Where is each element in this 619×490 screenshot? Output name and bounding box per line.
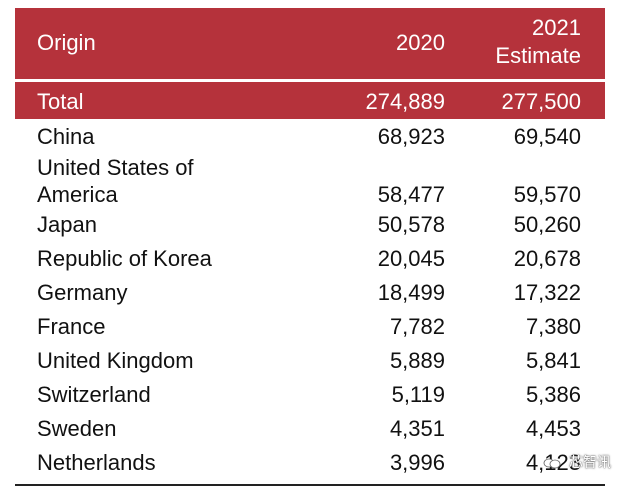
table-row: Germany 18,499 17,322 (15, 277, 605, 311)
table-row: China 68,923 69,540 (15, 119, 605, 151)
row-name: Netherlands (37, 450, 156, 475)
row-name-line2: America (37, 182, 118, 207)
total-2020: 274,889 (365, 89, 445, 114)
row-2021: 69,540 (513, 124, 581, 149)
header-2020: 2020 (396, 30, 445, 55)
table-row: Republic of Korea 20,045 20,678 (15, 243, 605, 277)
table-row: United States of America 58,477 59,570 (15, 151, 605, 209)
row-2021: 59,570 (513, 182, 581, 207)
row-2021: 17,322 (513, 280, 581, 305)
row-name: Germany (37, 280, 128, 305)
table-row: United Kingdom 5,889 5,841 (15, 345, 605, 379)
row-2020: 7,782 (389, 314, 445, 339)
row-2020: 50,578 (377, 212, 445, 237)
table-row: France 7,782 7,380 (15, 311, 605, 345)
table-row: Sweden 4,351 4,453 (15, 413, 605, 447)
table-row: Netherlands 3,996 4,123 (15, 447, 605, 481)
row-name: France (37, 314, 106, 339)
row-name: China (37, 124, 95, 149)
row-name-line1: United States of (37, 155, 194, 180)
row-name: United Kingdom (37, 348, 194, 373)
table-row: Switzerland 5,119 5,386 (15, 379, 605, 413)
row-2020: 18,499 (377, 280, 445, 305)
table-header: Origin 2020 2021 Estimate (15, 8, 605, 79)
row-2021: 50,260 (513, 212, 581, 237)
row-2021: 20,678 (513, 246, 581, 271)
header-origin: Origin (37, 30, 96, 55)
row-2020: 58,477 (377, 182, 445, 207)
row-2020: 5,119 (391, 382, 445, 407)
header-separator (15, 79, 605, 82)
row-name: Japan (37, 212, 97, 237)
row-name: Sweden (37, 416, 117, 441)
row-2020: 5,889 (389, 348, 445, 373)
row-2021: 5,386 (525, 382, 581, 407)
watermark-text: 芯智讯 (569, 454, 611, 470)
row-2021: 7,380 (525, 314, 581, 339)
row-name: Switzerland (37, 382, 151, 407)
row-2020: 20,045 (377, 246, 445, 271)
table-row: Japan 50,578 50,260 (15, 209, 605, 243)
row-2020: 3,996 (389, 450, 445, 475)
total-row: Total 274,889 277,500 (15, 82, 605, 119)
row-2020: 4,351 (389, 416, 445, 441)
table-bottom-rule (15, 484, 605, 486)
origin-table: Origin 2020 2021 Estimate Total 274,889 … (15, 8, 605, 481)
header-2021-label: Estimate (495, 43, 581, 68)
total-2021: 277,500 (501, 89, 581, 114)
row-2021: 4,453 (525, 416, 581, 441)
watermark: 芯智讯 (543, 452, 611, 472)
row-2020: 68,923 (377, 124, 445, 149)
total-label: Total (37, 89, 84, 114)
header-2021-year: 2021 (532, 15, 581, 40)
row-name: Republic of Korea (37, 246, 212, 271)
header-2021-estimate: 2021 Estimate (495, 14, 581, 70)
chat-bubble-icon (543, 458, 561, 469)
row-2021: 5,841 (525, 348, 581, 373)
